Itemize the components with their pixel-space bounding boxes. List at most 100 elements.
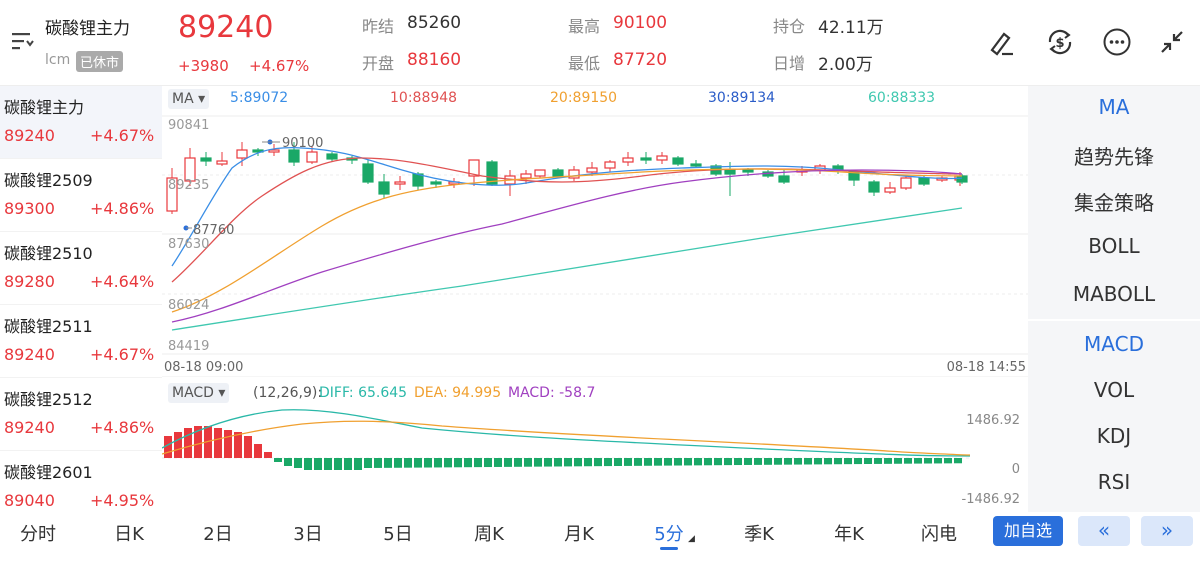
macd-bar <box>414 458 422 468</box>
ma10-value: 10:88948 <box>390 90 458 106</box>
stat-value-prev-settle: 85260 <box>407 13 462 33</box>
period-tab-year[interactable]: 年K <box>834 524 864 545</box>
indicator-kdj[interactable]: KDJ <box>1096 424 1132 448</box>
indicator-vol[interactable]: VOL <box>1093 378 1135 402</box>
candle <box>166 177 178 212</box>
period-tab-week[interactable]: 周K <box>474 524 504 545</box>
macd-bar <box>364 458 372 468</box>
period-tab-3day[interactable]: 3日 <box>293 524 323 545</box>
contract-item[interactable]: 碳酸锂主力 89240 +4.67% <box>0 86 162 159</box>
period-tab-quarter[interactable]: 季K <box>744 524 774 545</box>
candle <box>586 167 598 173</box>
contract-name: 碳酸锂主力 <box>45 19 130 39</box>
contract-item[interactable]: 碳酸锂2511 89240 +4.67% <box>0 305 162 378</box>
indicator-macd[interactable]: MACD <box>1084 332 1144 356</box>
macd-bar <box>824 458 832 465</box>
kline-chart[interactable]: MA ▾ 5:89072 10:88948 20:89150 30:89134 … <box>162 86 1028 376</box>
ma-line <box>171 207 963 331</box>
y-label-bottom: 84419 <box>168 339 209 354</box>
period-tab-5day[interactable]: 5日 <box>383 524 413 545</box>
more-icon[interactable] <box>1101 26 1133 58</box>
macd-bar <box>724 458 732 466</box>
macd-bar <box>474 458 482 468</box>
contract-item-name: 碳酸锂2509 <box>4 171 93 190</box>
candle <box>918 177 930 185</box>
contract-item-pct: +4.64% <box>90 272 155 291</box>
market-status-badge: 已休市 <box>76 51 124 72</box>
indicator-divider <box>1028 319 1200 321</box>
kline-plot: 90841 89235 87630 86024 84419 90100 8776… <box>162 115 1028 375</box>
candle <box>486 161 498 185</box>
candle <box>604 161 616 169</box>
high-marker-label: 90100 <box>282 136 323 151</box>
add-watchlist-button[interactable]: 加自选 <box>993 516 1063 546</box>
prev-arrow-icon[interactable]: « <box>1078 516 1130 546</box>
period-tab-timeshare[interactable]: 分时 <box>20 524 56 545</box>
contract-item-name: 碳酸锂2511 <box>4 317 93 336</box>
macd-bar <box>224 430 232 458</box>
macd-bar <box>424 458 432 468</box>
macd-bar <box>534 458 542 467</box>
y-label-4: 86024 <box>168 298 209 313</box>
candle <box>622 157 634 163</box>
macd-indicator-label: MACD <box>172 385 214 401</box>
macd-bar <box>314 458 322 470</box>
indicator-maboll[interactable]: MABOLL <box>1072 282 1156 306</box>
main-indicator-select[interactable]: MA ▾ <box>168 89 210 109</box>
collapse-icon[interactable] <box>1156 26 1188 58</box>
period-tab-month[interactable]: 月K <box>564 524 594 545</box>
macd-bar <box>354 458 362 470</box>
contract-item[interactable]: 碳酸锂2510 89280 +4.64% <box>0 232 162 305</box>
x-label-start: 08-18 09:00 <box>164 360 243 375</box>
period-tab-5min[interactable]: 5分 <box>654 524 684 545</box>
macd-bar <box>464 458 472 468</box>
candle <box>236 149 248 159</box>
contract-item-pct: +4.95% <box>90 491 155 510</box>
draw-icon[interactable] <box>986 26 1018 58</box>
period-tab-2day[interactable]: 2日 <box>203 524 233 545</box>
macd-bar <box>924 458 932 464</box>
macd-bar <box>744 458 752 465</box>
indicator-jijin-strategy[interactable]: 集金策略 <box>1074 191 1154 215</box>
candle <box>534 169 546 177</box>
menu-sort-icon[interactable] <box>10 30 36 52</box>
last-price: 89240 <box>178 10 274 45</box>
macd-bar <box>274 458 282 462</box>
indicator-boll[interactable]: BOLL <box>1088 234 1140 258</box>
ma-line <box>171 169 963 323</box>
indicator-ma[interactable]: MA <box>1098 95 1130 119</box>
macd-y-top: 1486.92 <box>966 413 1020 428</box>
macd-bar <box>244 436 252 458</box>
candle <box>778 175 790 183</box>
ma30-value: 30:89134 <box>708 90 776 106</box>
contract-item[interactable]: 碳酸锂2509 89300 +4.86% <box>0 159 162 232</box>
macd-bar <box>914 458 922 464</box>
contract-item-price: 89040 <box>4 491 55 510</box>
stat-value-high: 90100 <box>613 13 668 33</box>
price-change: +3980 <box>178 57 229 75</box>
macd-indicator-select[interactable]: MACD ▾ <box>168 383 230 403</box>
macd-bar <box>884 458 892 464</box>
macd-bar <box>334 458 342 470</box>
stat-label-daily-change: 日增 <box>773 54 806 73</box>
indicator-rsi[interactable]: RSI <box>1097 470 1131 494</box>
contract-item-name: 碳酸锂主力 <box>4 98 85 117</box>
macd-bar <box>594 458 602 467</box>
contract-item[interactable]: 碳酸锂2512 89240 +4.86% <box>0 378 162 451</box>
candle <box>848 171 860 181</box>
candle <box>378 181 390 195</box>
macd-bar <box>644 458 652 466</box>
y-label-2: 89235 <box>168 178 209 193</box>
contract-item[interactable]: 碳酸锂2601 89040 +4.95% <box>0 451 162 524</box>
macd-bar <box>264 452 272 458</box>
macd-bar <box>804 458 812 465</box>
ma-line <box>171 168 963 313</box>
period-tab-flash[interactable]: 闪电 <box>921 524 957 545</box>
chevron-down-icon: ▾ <box>218 385 226 401</box>
currency-exchange-icon[interactable]: $ <box>1044 26 1076 58</box>
period-dropdown-icon[interactable]: ◢ <box>688 534 695 544</box>
next-arrow-icon[interactable]: » <box>1141 516 1193 546</box>
period-tab-day[interactable]: 日K <box>114 524 144 545</box>
macd-chart[interactable]: 1486.92 0 -1486.92 MACD ▾ (12,26,9): DIF… <box>162 376 1028 512</box>
indicator-trend-pioneer[interactable]: 趋势先锋 <box>1074 145 1154 169</box>
